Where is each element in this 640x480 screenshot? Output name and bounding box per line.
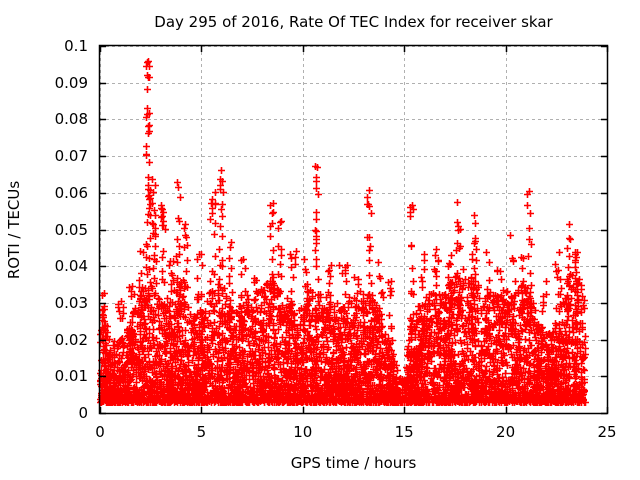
y-tick-label: 0.05 [54, 220, 88, 239]
y-tick-label: 0 [78, 404, 88, 422]
x-axis-label: GPS time / hours [290, 454, 417, 472]
y-tick-label: 0.04 [54, 257, 88, 276]
chart-title: Day 295 of 2016, Rate Of TEC Index for r… [154, 13, 553, 31]
y-tick-label: 0.06 [54, 183, 88, 202]
y-tick-label: 0.03 [54, 293, 88, 312]
x-tick-label: 0 [95, 423, 105, 441]
y-tick-label: 0.08 [54, 110, 88, 129]
x-tick-label: 15 [394, 423, 414, 441]
x-tick-label: 25 [597, 423, 617, 441]
y-tick-label: 0.07 [54, 147, 88, 166]
y-tick-label: 0.1 [64, 37, 88, 55]
y-tick-label: 0.01 [54, 367, 88, 386]
x-tick-label: 10 [293, 423, 313, 441]
x-tick-label: 5 [196, 423, 207, 441]
y-tick-label: 0.09 [54, 73, 88, 92]
y-tick-label: 0.02 [54, 330, 88, 349]
x-tick-label: 20 [496, 423, 516, 441]
